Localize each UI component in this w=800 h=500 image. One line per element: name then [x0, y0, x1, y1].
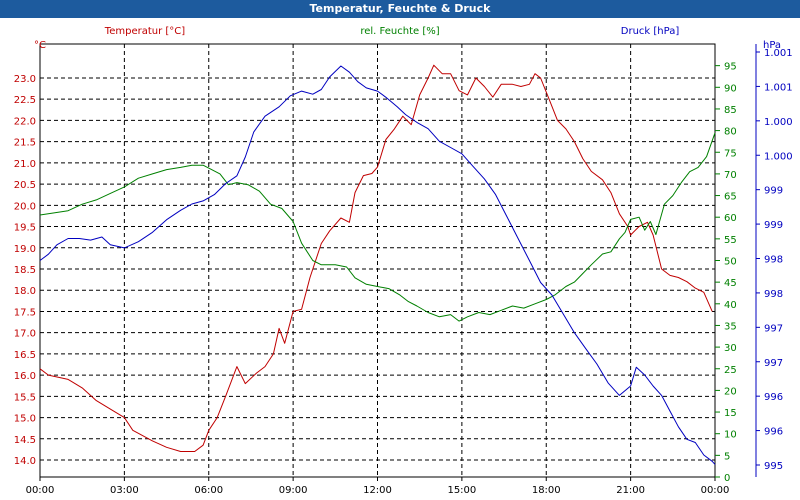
temperature-tick-label: 18.5: [14, 265, 36, 276]
humidity-tick-label: 25: [724, 365, 737, 376]
pressure-tick-label: 997: [764, 323, 783, 334]
temperature-tick-label: 17.5: [14, 307, 36, 318]
pressure-tick-label: 996: [764, 427, 783, 438]
humidity-tick-label: 10: [724, 430, 737, 441]
chart-title: Temperatur, Feuchte & Druck: [0, 0, 800, 18]
temperature-tick-label: 14.0: [14, 456, 36, 467]
x-tick-time: 12:00: [363, 485, 392, 496]
temperature-tick-label: 19.5: [14, 223, 36, 234]
humidity-tick-label: 60: [724, 213, 737, 224]
humidity-tick-label: 45: [724, 278, 737, 289]
pressure-tick-label: 998: [764, 289, 783, 300]
x-tick-time: 00:00: [701, 485, 730, 496]
pressure-tick-label: 1.000: [764, 117, 793, 128]
temperature-tick-label: 19.0: [14, 244, 36, 255]
x-tick-time: 21:00: [616, 485, 645, 496]
temperature-tick-label: 15.0: [14, 414, 36, 425]
temperature-tick-label: 18.0: [14, 286, 36, 297]
temperature-tick-label: 20.5: [14, 180, 36, 191]
humidity-tick-label: 30: [724, 343, 737, 354]
temperature-tick-label: 14.5: [14, 435, 36, 446]
humidity-tick-label: 85: [724, 105, 737, 116]
humidity-tick-label: 75: [724, 148, 737, 159]
temperature-tick-label: 21.5: [14, 138, 36, 149]
pressure-tick-label: 996: [764, 392, 783, 403]
x-tick-time: 18:00: [532, 485, 561, 496]
humidity-tick-label: 95: [724, 62, 737, 73]
temperature-unit: °C: [34, 40, 46, 51]
pressure-tick-label: 997: [764, 358, 783, 369]
temperature-tick-label: 23.0: [14, 74, 36, 85]
pressure-tick-label: 998: [764, 255, 783, 266]
x-tick-time: 03:00: [110, 485, 139, 496]
x-tick-time: 00:00: [26, 485, 55, 496]
humidity-tick-label: 40: [724, 300, 737, 311]
humidity-tick-label: 65: [724, 192, 737, 203]
temperature-tick-label: 21.0: [14, 159, 36, 170]
temperature-tick-label: 20.0: [14, 201, 36, 212]
humidity-tick-label: 5: [724, 451, 730, 462]
humidity-tick-label: 15: [724, 408, 737, 419]
humidity-axis-label: rel. Feuchte [%]: [360, 26, 439, 37]
temperature-axis-label: Temperatur [°C]: [104, 26, 185, 37]
x-tick-time: 09:00: [279, 485, 308, 496]
series-line-pressure: [39, 65, 716, 465]
x-tick-time: 15:00: [447, 485, 476, 496]
humidity-tick-label: 80: [724, 127, 737, 138]
x-tick-time: 06:00: [194, 485, 223, 496]
series-line-temperature: [39, 64, 713, 452]
series-lines: [39, 64, 716, 465]
series-line-humidity: [39, 132, 716, 322]
temperature-tick-label: 16.0: [14, 371, 36, 382]
temperature-tick-label: 16.5: [14, 350, 36, 361]
pressure-unit: hPa: [763, 40, 781, 51]
pressure-tick-label: 1.001: [764, 48, 793, 59]
axis-labels: °C Temperatur [°C] rel. Feuchte [%] Druc…: [14, 26, 793, 496]
humidity-tick-label: 0: [724, 473, 730, 484]
humidity-tick-label: 70: [724, 170, 737, 181]
chart: °C Temperatur [°C] rel. Feuchte [%] Druc…: [14, 26, 793, 496]
grid: [39, 44, 760, 481]
humidity-tick-label: 50: [724, 257, 737, 268]
humidity-tick-label: 20: [724, 386, 737, 397]
pressure-axis-label: Druck [hPa]: [621, 26, 680, 37]
temperature-tick-label: 15.5: [14, 392, 36, 403]
humidity-tick-label: 35: [724, 321, 737, 332]
temperature-tick-label: 22.0: [14, 116, 36, 127]
humidity-tick-label: 90: [724, 83, 737, 94]
pressure-tick-label: 1.000: [764, 151, 793, 162]
pressure-tick-label: 999: [764, 220, 783, 231]
pressure-tick-label: 995: [764, 461, 783, 472]
temperature-tick-label: 17.0: [14, 329, 36, 340]
pressure-tick-label: 1.001: [764, 82, 793, 93]
temperature-tick-label: 22.5: [14, 95, 36, 106]
humidity-tick-label: 55: [724, 235, 737, 246]
pressure-tick-label: 999: [764, 186, 783, 197]
